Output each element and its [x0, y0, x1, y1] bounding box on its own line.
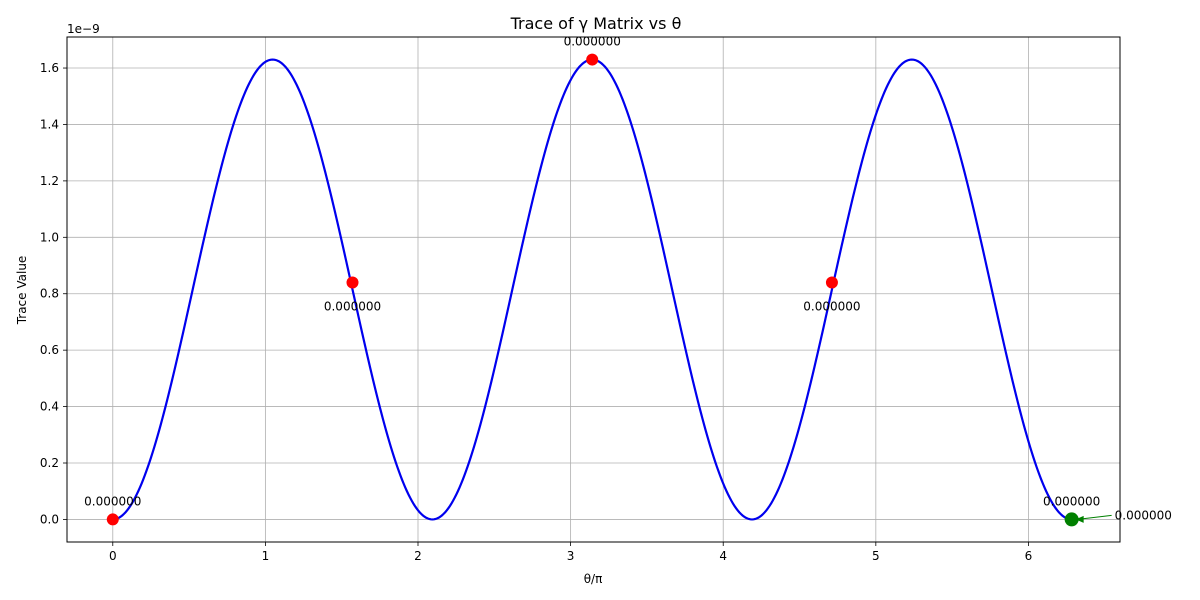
x-axis-label: θ/π [584, 572, 603, 586]
y-tick-label: 0.0 [40, 512, 59, 526]
y-tick-label: 0.4 [40, 400, 59, 414]
highlight-point [346, 276, 359, 289]
x-tick-label: 3 [567, 549, 575, 563]
x-tick-label: 4 [719, 549, 727, 563]
y-tick-label: 1.4 [40, 117, 59, 131]
x-tick-label: 0 [109, 549, 117, 563]
plot-content: 0.000000 0.000000 0.000000 0.000000 0.000000… [84, 35, 1172, 527]
y-tick-label: 0.8 [40, 287, 59, 301]
y-tick-label: 1.6 [40, 61, 59, 75]
x-tick-label: 1 [262, 549, 270, 563]
x-tick-label: 6 [1025, 549, 1033, 563]
ticks: 0 1 2 3 4 5 6 0.0 0.2 0.4 0.6 0.8 1.0 1.2 1.4 1.6 [40, 61, 1032, 563]
point-label: 0.000000 [564, 35, 621, 49]
y-tick-label: 1.2 [40, 174, 59, 188]
y-tick-label: 0.2 [40, 456, 59, 470]
x-tick-label: 2 [414, 549, 422, 563]
y-tick-label: 0.6 [40, 343, 59, 357]
y-tick-label: 1.0 [40, 230, 59, 244]
arrow-target-point [1064, 512, 1079, 527]
y-offset-text: 1e−9 [67, 22, 100, 36]
arrow-head [1075, 515, 1084, 523]
point-label: 0.000000 [1043, 494, 1100, 508]
point-label: 0.000000 [324, 299, 381, 313]
axes-frame [66, 36, 1121, 543]
point-label: 0.000000 [803, 299, 860, 313]
chart-title: Trace of γ Matrix vs θ [510, 14, 682, 33]
arrow-label: 0.000000 [1115, 508, 1172, 522]
y-axis-label: Trace Value [15, 256, 29, 326]
x-tick-label: 5 [872, 549, 880, 563]
highlight-point [586, 53, 599, 66]
highlight-point [106, 513, 119, 526]
point-label: 0.000000 [84, 494, 141, 508]
grid [67, 37, 1120, 542]
highlight-point [825, 276, 838, 289]
